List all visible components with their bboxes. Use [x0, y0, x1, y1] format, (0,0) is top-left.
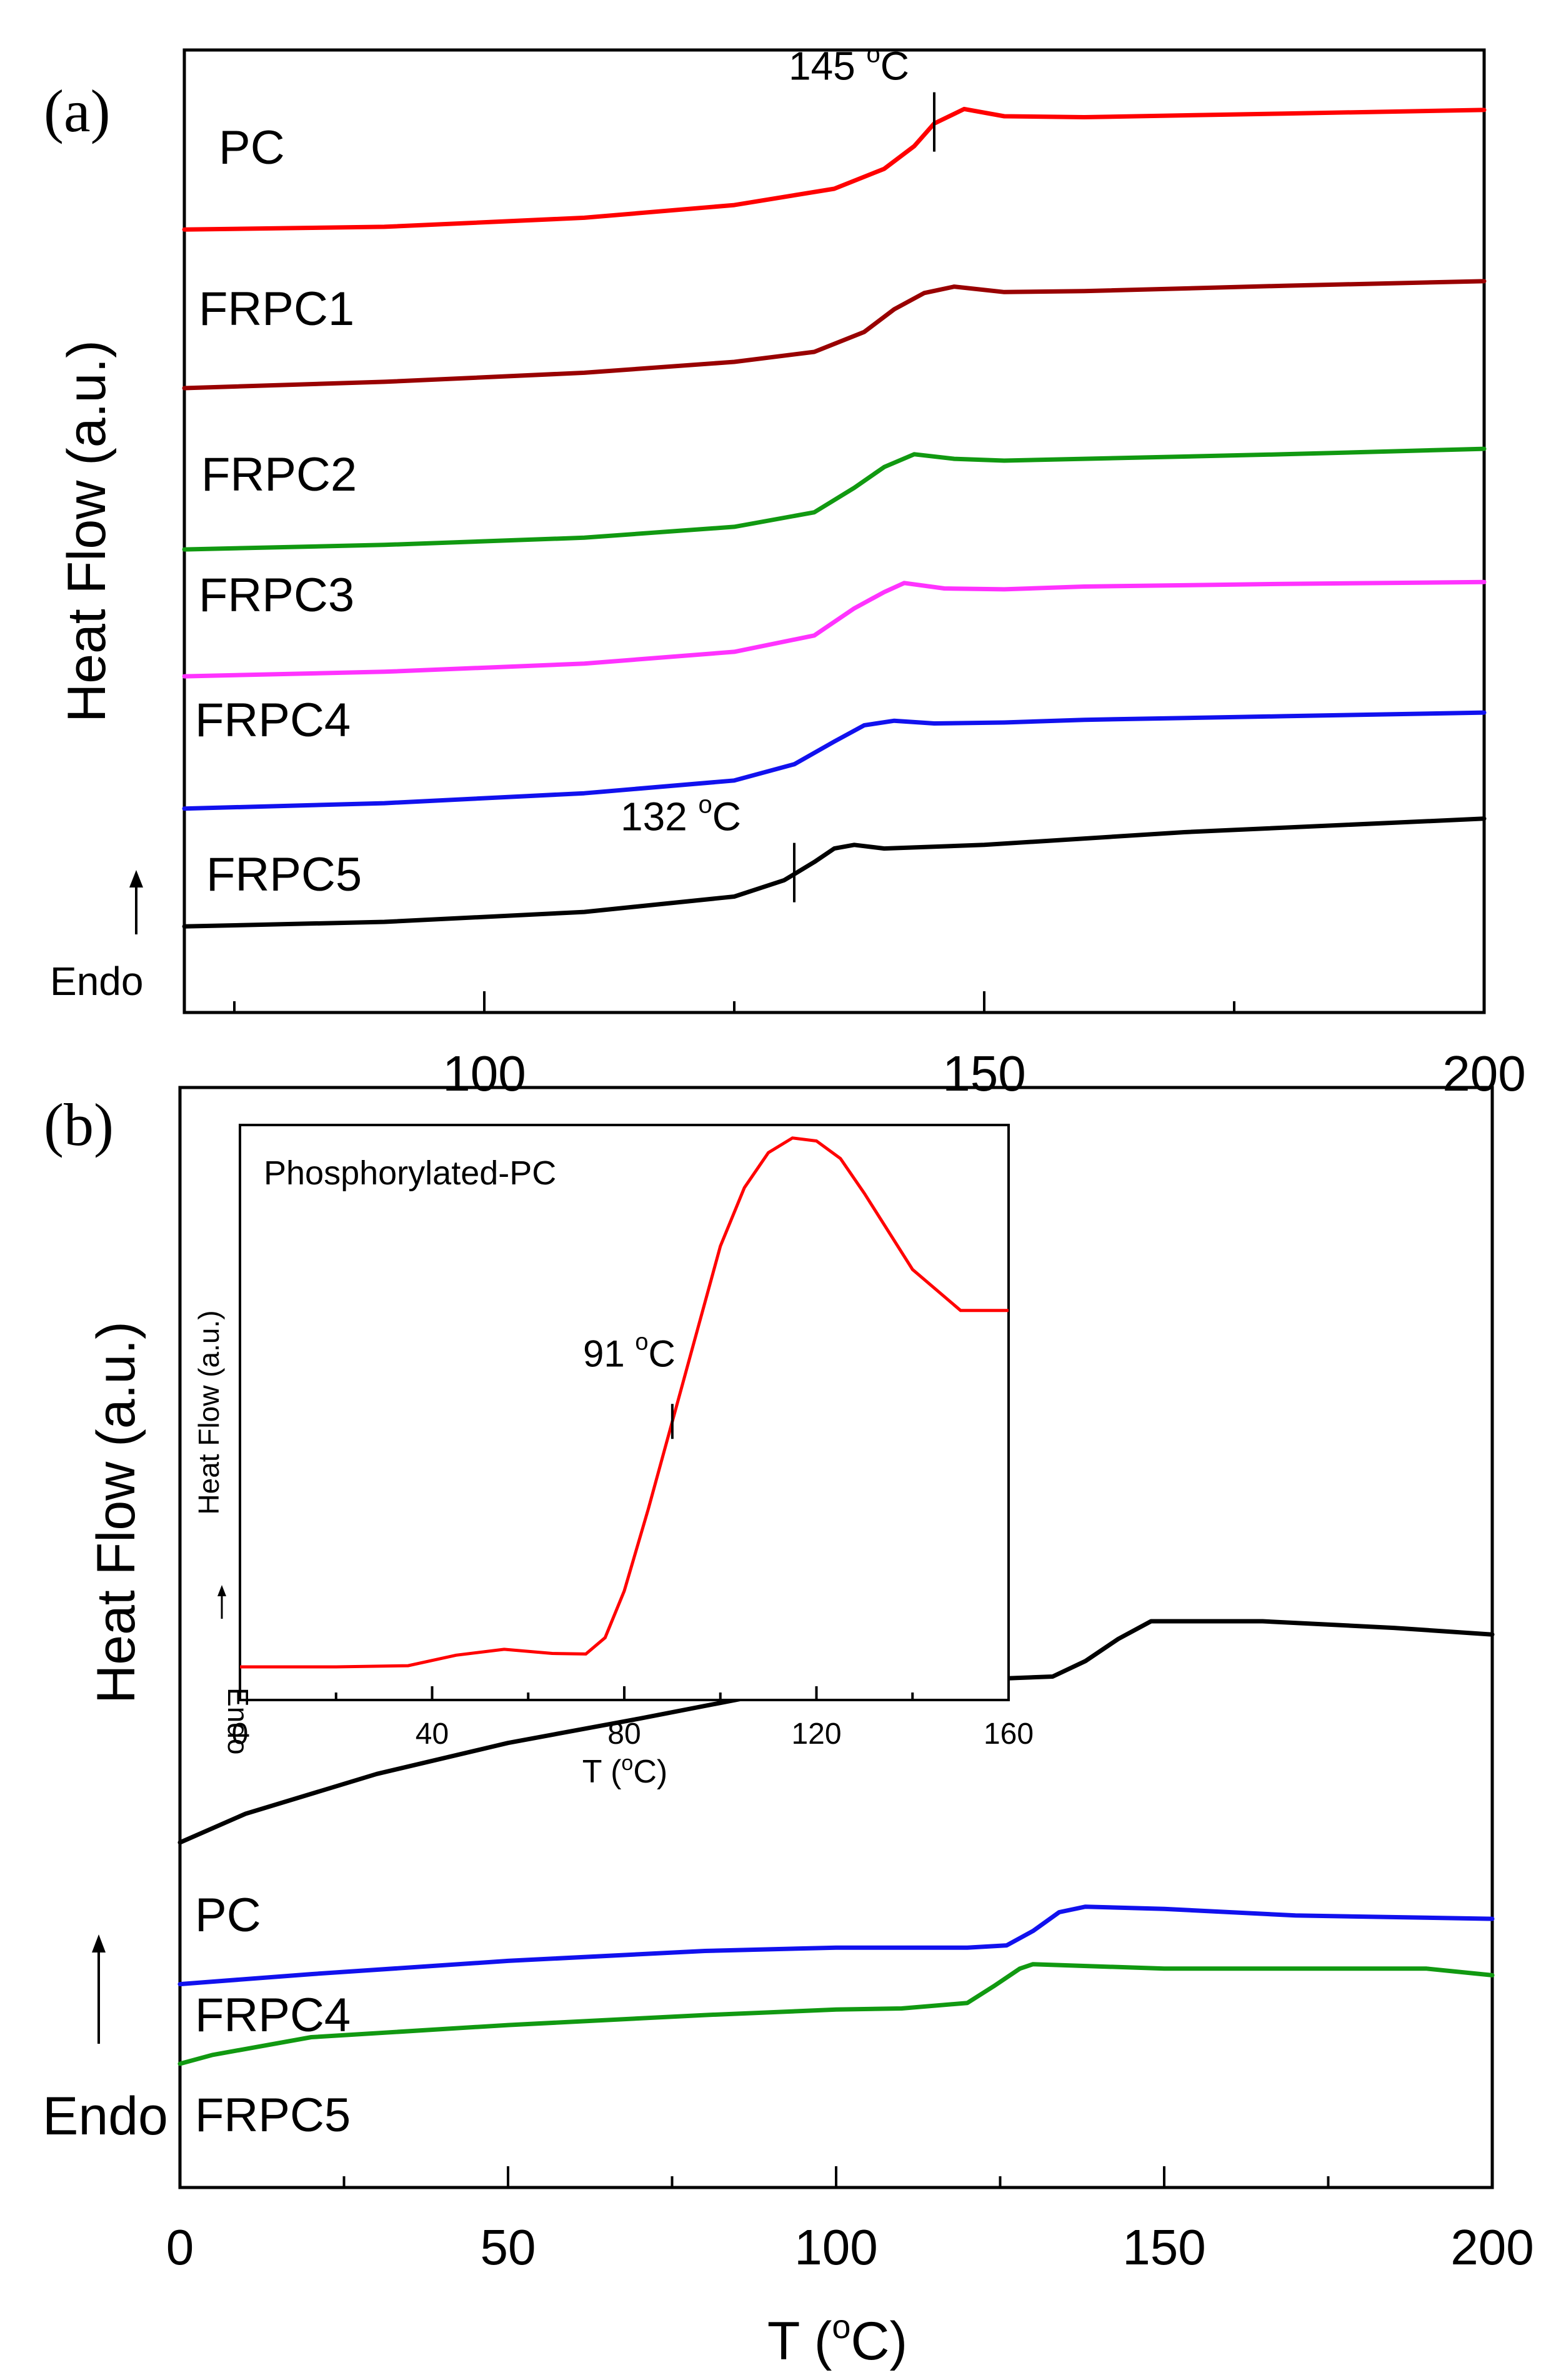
inset-tick-label-160: 160 [984, 1718, 1034, 1751]
panel-a-label-frpc1: FRPC1 [199, 282, 354, 336]
inset-curves [240, 1136, 1009, 1669]
panel-b-endo-label: Endo [42, 2086, 168, 2146]
inset-x-axis-label: T (oC) [582, 1751, 667, 1790]
panel-a-curve-frpc5 [182, 816, 1487, 929]
panel-a-curve-frpc4 [182, 710, 1487, 811]
panel-b-tick-label-50: 50 [481, 2219, 536, 2275]
inset-annotation-1-label: 91 oC [583, 1329, 676, 1375]
panel-b-series-labels: PC FRPC4 FRPC5 [195, 1889, 351, 2142]
panel-a-endo-arrowhead-icon [129, 870, 143, 888]
panel-b: (b) Heat Flow (a.u.) T (oC) 0 50 100 150 200… [42, 1086, 1534, 2371]
panel-a-label-frpc3: FRPC3 [199, 569, 354, 622]
panel-b-tick-label-0: 0 [166, 2219, 194, 2275]
panel-a-tick-label-150: 150 [942, 1046, 1025, 1101]
inset-tick-label-40: 40 [416, 1718, 449, 1751]
panel-a-label-pc: PC [219, 121, 285, 174]
panel-a-series-labels: PC FRPC1 FRPC2 FRPC3 FRPC4 FRPC5 [195, 121, 362, 901]
inset-endo-arrowhead-icon [217, 1585, 226, 1596]
panel-a-annotation-2-label: 132 oC [621, 791, 741, 839]
panel-a: (a) Heat Flow (a.u.) 100 150 200 PC FRPC1 FR… [44, 41, 1526, 1101]
panel-b-label-frpc4: FRPC4 [195, 1989, 351, 2042]
panel-a-curves [182, 106, 1487, 929]
inset-x-ticks: 0 40 80 120 160 [232, 1686, 1034, 1751]
panel-b-x-axis-label: T (oC) [767, 2308, 907, 2371]
panel-b-letter: (b) [44, 1091, 114, 1158]
panel-b-label-pc: PC [195, 1889, 261, 1942]
panel-b-label-frpc5: FRPC5 [195, 2089, 351, 2142]
inset-title: Phosphorylated-PC [264, 1154, 556, 1192]
panel-a-curve-frpc1 [182, 279, 1487, 391]
inset-chart: Phosphorylated-PC Heat Flow (a.u.) T (oC… [192, 1124, 1034, 1790]
panel-b-endo-indicator: Endo [42, 1934, 168, 2146]
inset-endo-label: Endo [222, 1688, 254, 1754]
inset-curve-phosphorylated-pc [240, 1136, 1009, 1669]
panel-a-curve-frpc3 [182, 579, 1487, 679]
panel-a-annotations: 145 oC 132 oC [621, 41, 935, 902]
panel-a-label-frpc2: FRPC2 [201, 448, 357, 501]
panel-b-tick-label-100: 100 [794, 2219, 877, 2275]
panel-b-x-ticks: 0 50 100 150 200 [166, 2166, 1534, 2275]
panel-b-tick-label-200: 200 [1450, 2219, 1534, 2275]
inset-tick-label-80: 80 [607, 1718, 641, 1751]
panel-a-tick-label-200: 200 [1442, 1046, 1525, 1101]
panel-a-curve-frpc2 [182, 446, 1487, 552]
panel-b-curve-frpc5 [177, 1962, 1495, 2066]
panel-a-letter: (a) [44, 78, 111, 144]
panel-a-plot-frame [182, 48, 1486, 1014]
panel-b-curve-frpc4 [177, 1904, 1495, 1987]
inset-tick-label-0: 0 [232, 1718, 249, 1751]
panel-b-endo-arrowhead-icon [92, 1934, 106, 1952]
panel-a-curve-pc [182, 106, 1487, 232]
inset-tick-label-120: 120 [791, 1718, 841, 1751]
panel-a-y-axis-label: Heat Flow (a.u.) [57, 340, 117, 722]
panel-b-y-axis-label: Heat Flow (a.u.) [86, 1321, 146, 1704]
panel-a-tick-label-100: 100 [442, 1046, 526, 1101]
panel-a-label-frpc4: FRPC4 [195, 694, 351, 747]
panel-a-endo-indicator: Endo [50, 870, 143, 1004]
inset-annotations: 91 oC [583, 1329, 676, 1439]
panel-a-endo-label: Endo [50, 959, 143, 1004]
panel-a-x-ticks: 100 150 200 [233, 991, 1526, 1101]
inset-plot-frame [239, 1124, 1010, 1701]
panel-b-tick-label-150: 150 [1122, 2219, 1205, 2275]
inset-y-axis-label: Heat Flow (a.u.) [192, 1310, 225, 1514]
panel-a-label-frpc5: FRPC5 [206, 848, 362, 901]
panel-a-annotation-1-label: 145 oC [789, 41, 909, 89]
inset-endo-indicator: Endo [217, 1585, 254, 1754]
